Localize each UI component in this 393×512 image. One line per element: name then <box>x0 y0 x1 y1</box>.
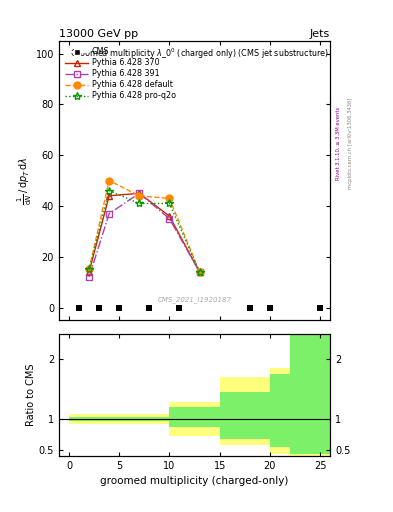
Pythia 6.428 370 <box>197 269 202 275</box>
Pythia 6.428 pro-q2o <box>87 266 92 272</box>
Text: Rivet 3.1.10, ≥ 3.3M events: Rivet 3.1.10, ≥ 3.3M events <box>336 106 341 180</box>
Text: mcplots.cern.ch [arXiv:1306.3436]: mcplots.cern.ch [arXiv:1306.3436] <box>348 98 353 189</box>
X-axis label: groomed multiplicity (charged-only): groomed multiplicity (charged-only) <box>100 476 289 486</box>
Point <box>247 304 253 312</box>
Pythia 6.428 default <box>167 195 172 201</box>
Text: Jets: Jets <box>310 29 330 39</box>
Pythia 6.428 370 <box>107 193 112 199</box>
Pythia 6.428 default <box>137 193 141 199</box>
Pythia 6.428 pro-q2o <box>137 200 141 206</box>
Pythia 6.428 default <box>197 269 202 275</box>
Legend: CMS, Pythia 6.428 370, Pythia 6.428 391, Pythia 6.428 default, Pythia 6.428 pro-: CMS, Pythia 6.428 370, Pythia 6.428 391,… <box>63 45 178 103</box>
Point <box>267 304 273 312</box>
Text: CMS_2021_I1920187: CMS_2021_I1920187 <box>158 297 231 304</box>
Y-axis label: $\frac{1}{\mathrm{d}N}\,/\,\mathrm{d}p_T\,\mathrm{d}\lambda$: $\frac{1}{\mathrm{d}N}\,/\,\mathrm{d}p_T… <box>16 156 34 205</box>
Pythia 6.428 391 <box>107 210 112 217</box>
Text: Groomed multiplicity $\lambda\_0^0$ (charged only) (CMS jet substructure): Groomed multiplicity $\lambda\_0^0$ (cha… <box>70 47 329 61</box>
Point <box>317 304 323 312</box>
Pythia 6.428 pro-q2o <box>107 188 112 194</box>
Point <box>146 304 152 312</box>
Pythia 6.428 370 <box>87 269 92 275</box>
Point <box>76 304 82 312</box>
Point <box>96 304 102 312</box>
Text: 13000 GeV pp: 13000 GeV pp <box>59 29 138 39</box>
Pythia 6.428 391 <box>167 216 172 222</box>
Line: Pythia 6.428 pro-q2o: Pythia 6.428 pro-q2o <box>85 186 204 276</box>
Line: Pythia 6.428 370: Pythia 6.428 370 <box>86 190 203 275</box>
Pythia 6.428 370 <box>167 213 172 219</box>
Line: Pythia 6.428 391: Pythia 6.428 391 <box>86 190 203 280</box>
Pythia 6.428 391 <box>87 274 92 280</box>
Pythia 6.428 default <box>87 266 92 272</box>
Pythia 6.428 pro-q2o <box>197 269 202 275</box>
Pythia 6.428 pro-q2o <box>167 200 172 206</box>
Pythia 6.428 default <box>107 178 112 184</box>
Pythia 6.428 370 <box>137 190 141 197</box>
Pythia 6.428 391 <box>197 269 202 275</box>
Line: Pythia 6.428 default: Pythia 6.428 default <box>86 177 203 275</box>
Y-axis label: Ratio to CMS: Ratio to CMS <box>26 364 36 426</box>
Pythia 6.428 391 <box>137 190 141 197</box>
Point <box>176 304 183 312</box>
Point <box>116 304 122 312</box>
